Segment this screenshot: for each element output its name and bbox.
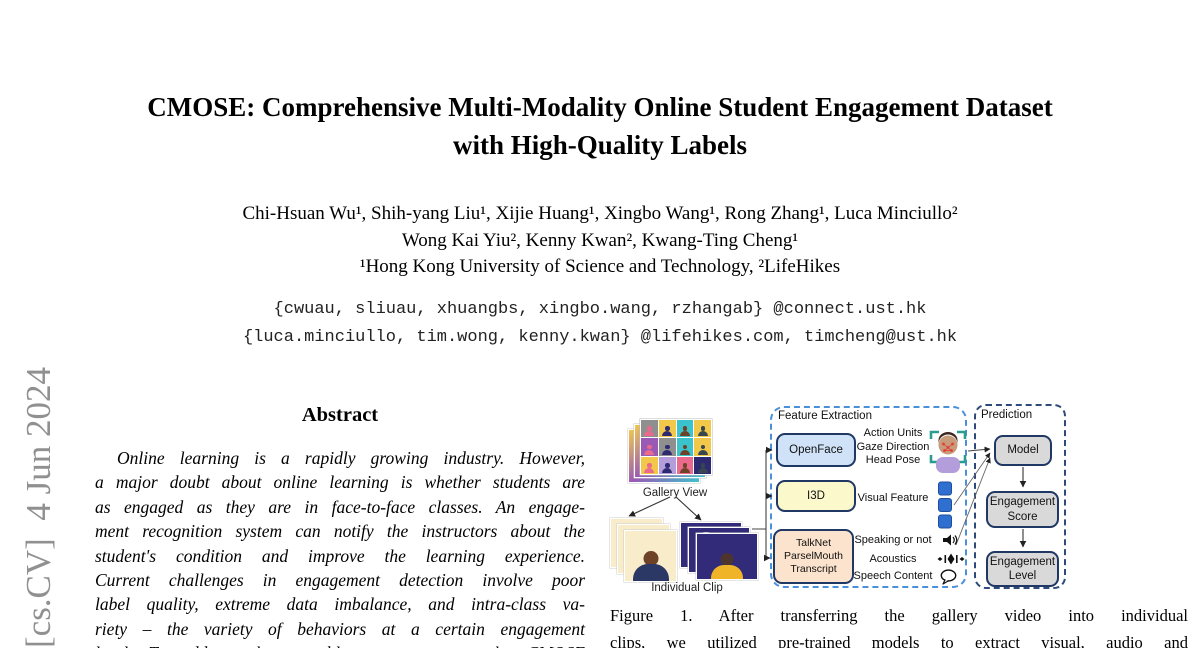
arxiv-banner-text: [cs.CV] 4 Jun 2024 (19, 367, 58, 648)
speaking-or-not-label: Speaking or not (854, 534, 932, 546)
arxiv-banner: [cs.CV] 4 Jun 2024 (12, 300, 66, 648)
output-label: Gaze Direction (856, 440, 930, 453)
speech-content-label: Speech Content (853, 570, 933, 582)
figure-caption-line2-clipped: clips, we utilized pre-trained models to… (610, 633, 1188, 648)
clip-front-frame (696, 533, 758, 580)
avatar (679, 463, 690, 473)
abstract-line: a major doubt about online learning is w… (95, 472, 585, 493)
gallery-tile (676, 438, 694, 456)
feature-extraction-title: Feature Extraction (778, 410, 872, 422)
face-mesh-icon (929, 430, 967, 473)
avatar (644, 426, 655, 437)
audio-models-box: TalkNet ParselMouth Transcript (773, 529, 854, 584)
audio-model-name: Transcript (790, 563, 837, 576)
gallery-tile (676, 456, 694, 474)
gallery-tile (658, 438, 676, 456)
figure-caption-line1: Figure 1. After transferring the gallery… (610, 606, 1188, 625)
engagement-score-box: Engagement Score (986, 491, 1059, 528)
prediction-title: Prediction (981, 409, 1033, 421)
abstract-line: Online learning is a rapidly growing ind… (117, 448, 585, 468)
gallery-view-label: Gallery View (642, 487, 708, 499)
gallery-tile (641, 420, 658, 438)
avatar (644, 463, 655, 473)
email-line1: {cwuau, sliuau, xhuangbs, xingbo.wang, r… (273, 300, 927, 319)
individual-clip-right-image (680, 522, 758, 580)
visual-feature-cubes-icon (938, 481, 952, 529)
figure-1: Gallery View Individual Clip Feature Ext… (610, 393, 1190, 603)
abstract-paragraph: Online learning is a rapidly growing ind… (95, 448, 585, 648)
abstract-line-clipped: level. To address these problems, we pre… (95, 643, 585, 648)
avatar (679, 426, 690, 437)
email-line2: {luca.minciullo, tim.wong, kenny.kwan} @… (242, 328, 958, 347)
output-label: Action Units (863, 427, 923, 439)
gallery-tile (658, 456, 676, 474)
gallery-view-image (628, 419, 714, 483)
gallery-tile (641, 438, 658, 456)
individual-clip-label: Individual Clip (651, 582, 723, 594)
abstract-line: ment recognition system can notify the i… (95, 521, 585, 542)
output-label: Head Pose (865, 454, 921, 466)
openface-outputs: Action Units Gaze Direction Head Pose (848, 427, 938, 468)
audio-model-name: ParselMouth (784, 549, 843, 562)
avatar (679, 444, 690, 455)
avatar (644, 444, 655, 455)
abstract-heading: Abstract (301, 404, 379, 426)
paper-title-line2: with High-Quality Labels (452, 130, 748, 160)
authors-line2: Wong Kai Yiu², Kenny Kwan², Kwang-Ting C… (401, 230, 799, 251)
speech-bubble-icon (940, 569, 957, 585)
individual-clip-left-image (610, 518, 677, 582)
i3d-box: I3D (776, 480, 856, 512)
affiliation-line: ¹Hong Kong University of Science and Tec… (359, 256, 841, 277)
student-avatar (711, 553, 743, 579)
abstract-line: Current challenges in engagement detecti… (95, 569, 585, 590)
gallery-tile (694, 456, 711, 474)
model-box: Model (994, 435, 1052, 466)
avatar (697, 426, 708, 437)
paper-title-line1: CMOSE: Comprehensive Multi-Modality Onli… (147, 92, 1053, 122)
openface-box: OpenFace (776, 433, 856, 467)
audio-model-name: TalkNet (795, 536, 831, 549)
abstract-line: as engaged as they are in face-to-face c… (95, 496, 585, 517)
acoustics-label: Acoustics (869, 553, 917, 565)
student-avatar (632, 551, 669, 581)
gallery-tile (641, 456, 658, 474)
avatar (697, 444, 708, 455)
abstract-line: riety – the variety of behaviors at a ce… (95, 618, 585, 639)
abstract-line: label quality, extreme data imbalance, a… (95, 594, 585, 615)
avatar (662, 426, 673, 437)
waveform-icon (937, 553, 965, 565)
abstract-line: student's condition and improve the lear… (95, 545, 585, 566)
avatar (697, 463, 708, 473)
clip-front-frame (624, 530, 677, 582)
avatar (662, 444, 673, 455)
gallery-tile (676, 420, 694, 438)
authors-line1: Chi-Hsuan Wu¹, Shih-yang Liu¹, Xijie Hua… (242, 203, 958, 224)
gallery-tile (694, 420, 711, 438)
visual-feature-label: Visual Feature (857, 492, 929, 504)
avatar (662, 463, 673, 473)
gallery-grid (640, 419, 712, 475)
speaker-icon (943, 534, 958, 546)
gallery-tile (694, 438, 711, 456)
gallery-tile (658, 420, 676, 438)
engagement-level-box: Engagement Level (986, 551, 1059, 587)
